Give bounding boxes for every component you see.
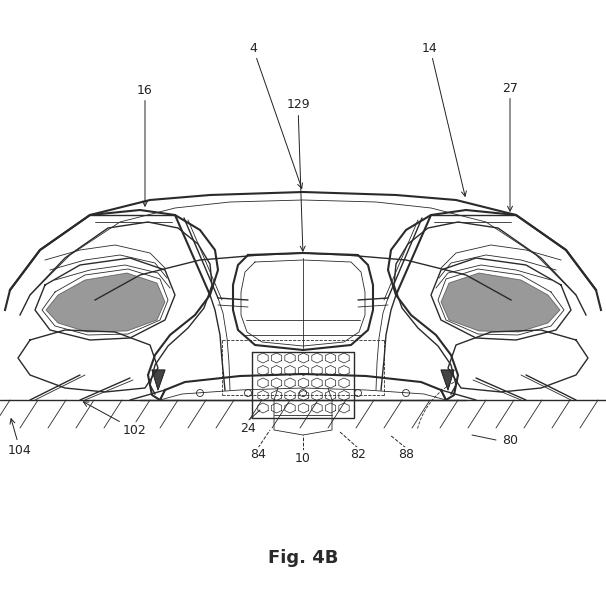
Text: 82: 82 [350, 448, 366, 462]
Text: 16: 16 [137, 84, 153, 206]
Text: 27: 27 [502, 81, 518, 211]
Text: 104: 104 [8, 419, 32, 456]
Polygon shape [441, 273, 560, 332]
Text: 24: 24 [240, 422, 256, 435]
Text: 88: 88 [398, 448, 414, 462]
Polygon shape [152, 370, 165, 390]
Text: 4: 4 [249, 41, 302, 188]
Text: 10: 10 [295, 451, 311, 465]
Polygon shape [46, 273, 165, 332]
Text: 14: 14 [422, 41, 467, 196]
Text: 102: 102 [84, 402, 147, 436]
Polygon shape [441, 370, 454, 390]
Text: 84: 84 [250, 448, 266, 462]
Text: 129: 129 [286, 99, 310, 251]
Text: Fig. 4B: Fig. 4B [268, 549, 338, 567]
Text: 80: 80 [502, 433, 518, 447]
